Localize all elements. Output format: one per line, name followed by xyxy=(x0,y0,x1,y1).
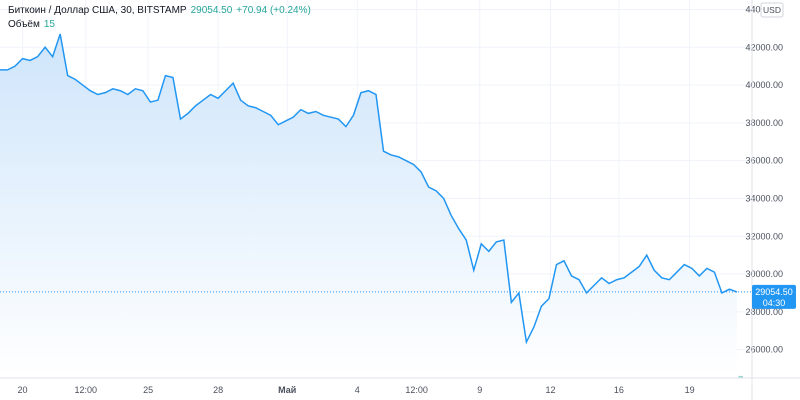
y-tick-label: 30000.00 xyxy=(745,269,783,279)
x-tick-label: 12:00 xyxy=(74,385,97,395)
volume-bar xyxy=(738,375,743,378)
x-tick-label: 28 xyxy=(213,385,223,395)
chart-legend: Биткоин / Доллар США, 30, BITSTAMP 29054… xyxy=(8,4,311,32)
x-tick-label: 25 xyxy=(143,385,153,395)
volume-value: 15 xyxy=(43,19,55,30)
x-tick-label: 20 xyxy=(18,385,28,395)
symbol-title[interactable]: Биткоин / Доллар США, 30, BITSTAMP xyxy=(8,5,187,16)
y-tick-label: 32000.00 xyxy=(745,231,783,241)
legend-change: +70.94 (+0.24%) xyxy=(236,5,311,16)
x-tick-label: Май xyxy=(278,385,296,395)
y-tick-label: 28000.00 xyxy=(745,307,783,317)
price-line xyxy=(0,33,738,345)
countdown-timer: 04:30 xyxy=(763,298,786,308)
y-tick-label: 38000.00 xyxy=(745,118,783,128)
y-tick-label: 26000.00 xyxy=(745,345,783,355)
y-tick-label: 40000.00 xyxy=(745,80,783,90)
x-tick-label: 4 xyxy=(355,385,360,395)
x-tick-label: 12 xyxy=(545,385,555,395)
last-price-tag: 29054.50 04:30 xyxy=(752,284,796,309)
currency-label[interactable]: USD xyxy=(760,2,784,18)
volume-label: Объём xyxy=(8,19,40,30)
x-tick-label: 19 xyxy=(685,385,695,395)
x-tick-label: 9 xyxy=(477,385,482,395)
y-tick-label: 34000.00 xyxy=(745,193,783,203)
x-tick-label: 16 xyxy=(614,385,624,395)
symbol-row[interactable]: Биткоин / Доллар США, 30, BITSTAMP 29054… xyxy=(8,4,311,18)
currency-text: USD xyxy=(763,5,781,15)
y-tick-label: 42000.00 xyxy=(745,42,783,52)
price-area xyxy=(0,34,737,379)
x-tick-label: 12:00 xyxy=(405,385,428,395)
volume-row[interactable]: Объём 15 xyxy=(8,18,311,32)
last-price-value: 29054.50 xyxy=(755,287,793,297)
legend-price: 29054.50 xyxy=(190,5,233,16)
y-tick-label: 36000.00 xyxy=(745,156,783,166)
